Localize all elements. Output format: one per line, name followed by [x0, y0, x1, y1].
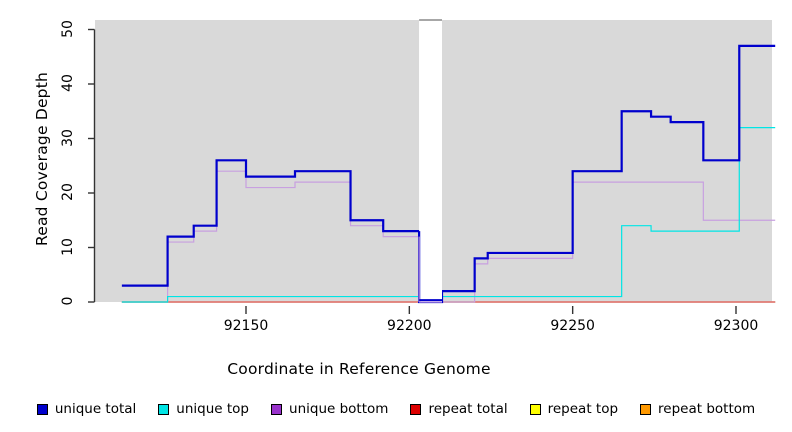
legend-label: repeat bottom	[658, 401, 756, 417]
series-line-unique-top	[121, 127, 776, 303]
plot-panel-left	[95, 20, 420, 302]
y-tick-label-20: 20	[60, 183, 76, 201]
legend-swatch-icon-repeat-top	[529, 403, 541, 415]
legend-item-repeat-total[interactable]: repeat total	[410, 401, 508, 417]
y-tick-label-30: 30	[60, 128, 76, 147]
y-tick-label-10: 10	[60, 237, 76, 256]
legend-item-unique-bottom[interactable]: unique bottom	[271, 401, 388, 417]
legend-label: unique top	[176, 401, 250, 417]
legend-swatch-icon-unique-bottom	[271, 403, 283, 415]
x-axis-title-text: Coordinate in Reference Genome	[227, 360, 491, 378]
legend-label: repeat total	[428, 401, 508, 417]
y-tick-label-40: 40	[60, 74, 76, 92]
legend-item-unique-top[interactable]: unique top	[158, 401, 249, 417]
x-axis-title: Coordinate in Reference Genome	[0, 360, 792, 378]
legend-item-unique-total[interactable]: unique total	[36, 401, 137, 417]
legend-swatch-icon-repeat-total	[410, 403, 422, 415]
y-axis-title: Read Coverage Depth	[33, 71, 51, 247]
legend-item-repeat-bottom[interactable]: repeat bottom	[640, 401, 755, 417]
series-lines	[121, 19, 776, 304]
legend-item-repeat-top[interactable]: repeat top	[529, 401, 619, 417]
gap-mask	[419, 19, 442, 302]
legend-label: repeat top	[547, 401, 619, 417]
x-tick-label-92300: 92300	[713, 318, 759, 334]
chart-legend: unique total unique top unique bottom repea…	[0, 396, 792, 422]
legend-swatch-icon-repeat-bottom	[640, 403, 652, 415]
legend-label: unique bottom	[289, 401, 389, 417]
legend-label: unique total	[54, 401, 137, 417]
series-line-unique-total	[121, 44, 776, 304]
x-tick-label-92150: 92150	[223, 318, 269, 334]
axis-lines-and-ticks	[88, 28, 772, 314]
x-tick-label-92200: 92200	[387, 318, 432, 334]
y-tick-label-50: 50	[60, 19, 76, 38]
y-tick-label-0: 0	[60, 296, 76, 306]
x-tick-label-92250: 92250	[550, 318, 595, 334]
legend-swatch-icon-unique-top	[158, 403, 170, 415]
legend-swatch-icon-unique-total	[36, 403, 48, 415]
